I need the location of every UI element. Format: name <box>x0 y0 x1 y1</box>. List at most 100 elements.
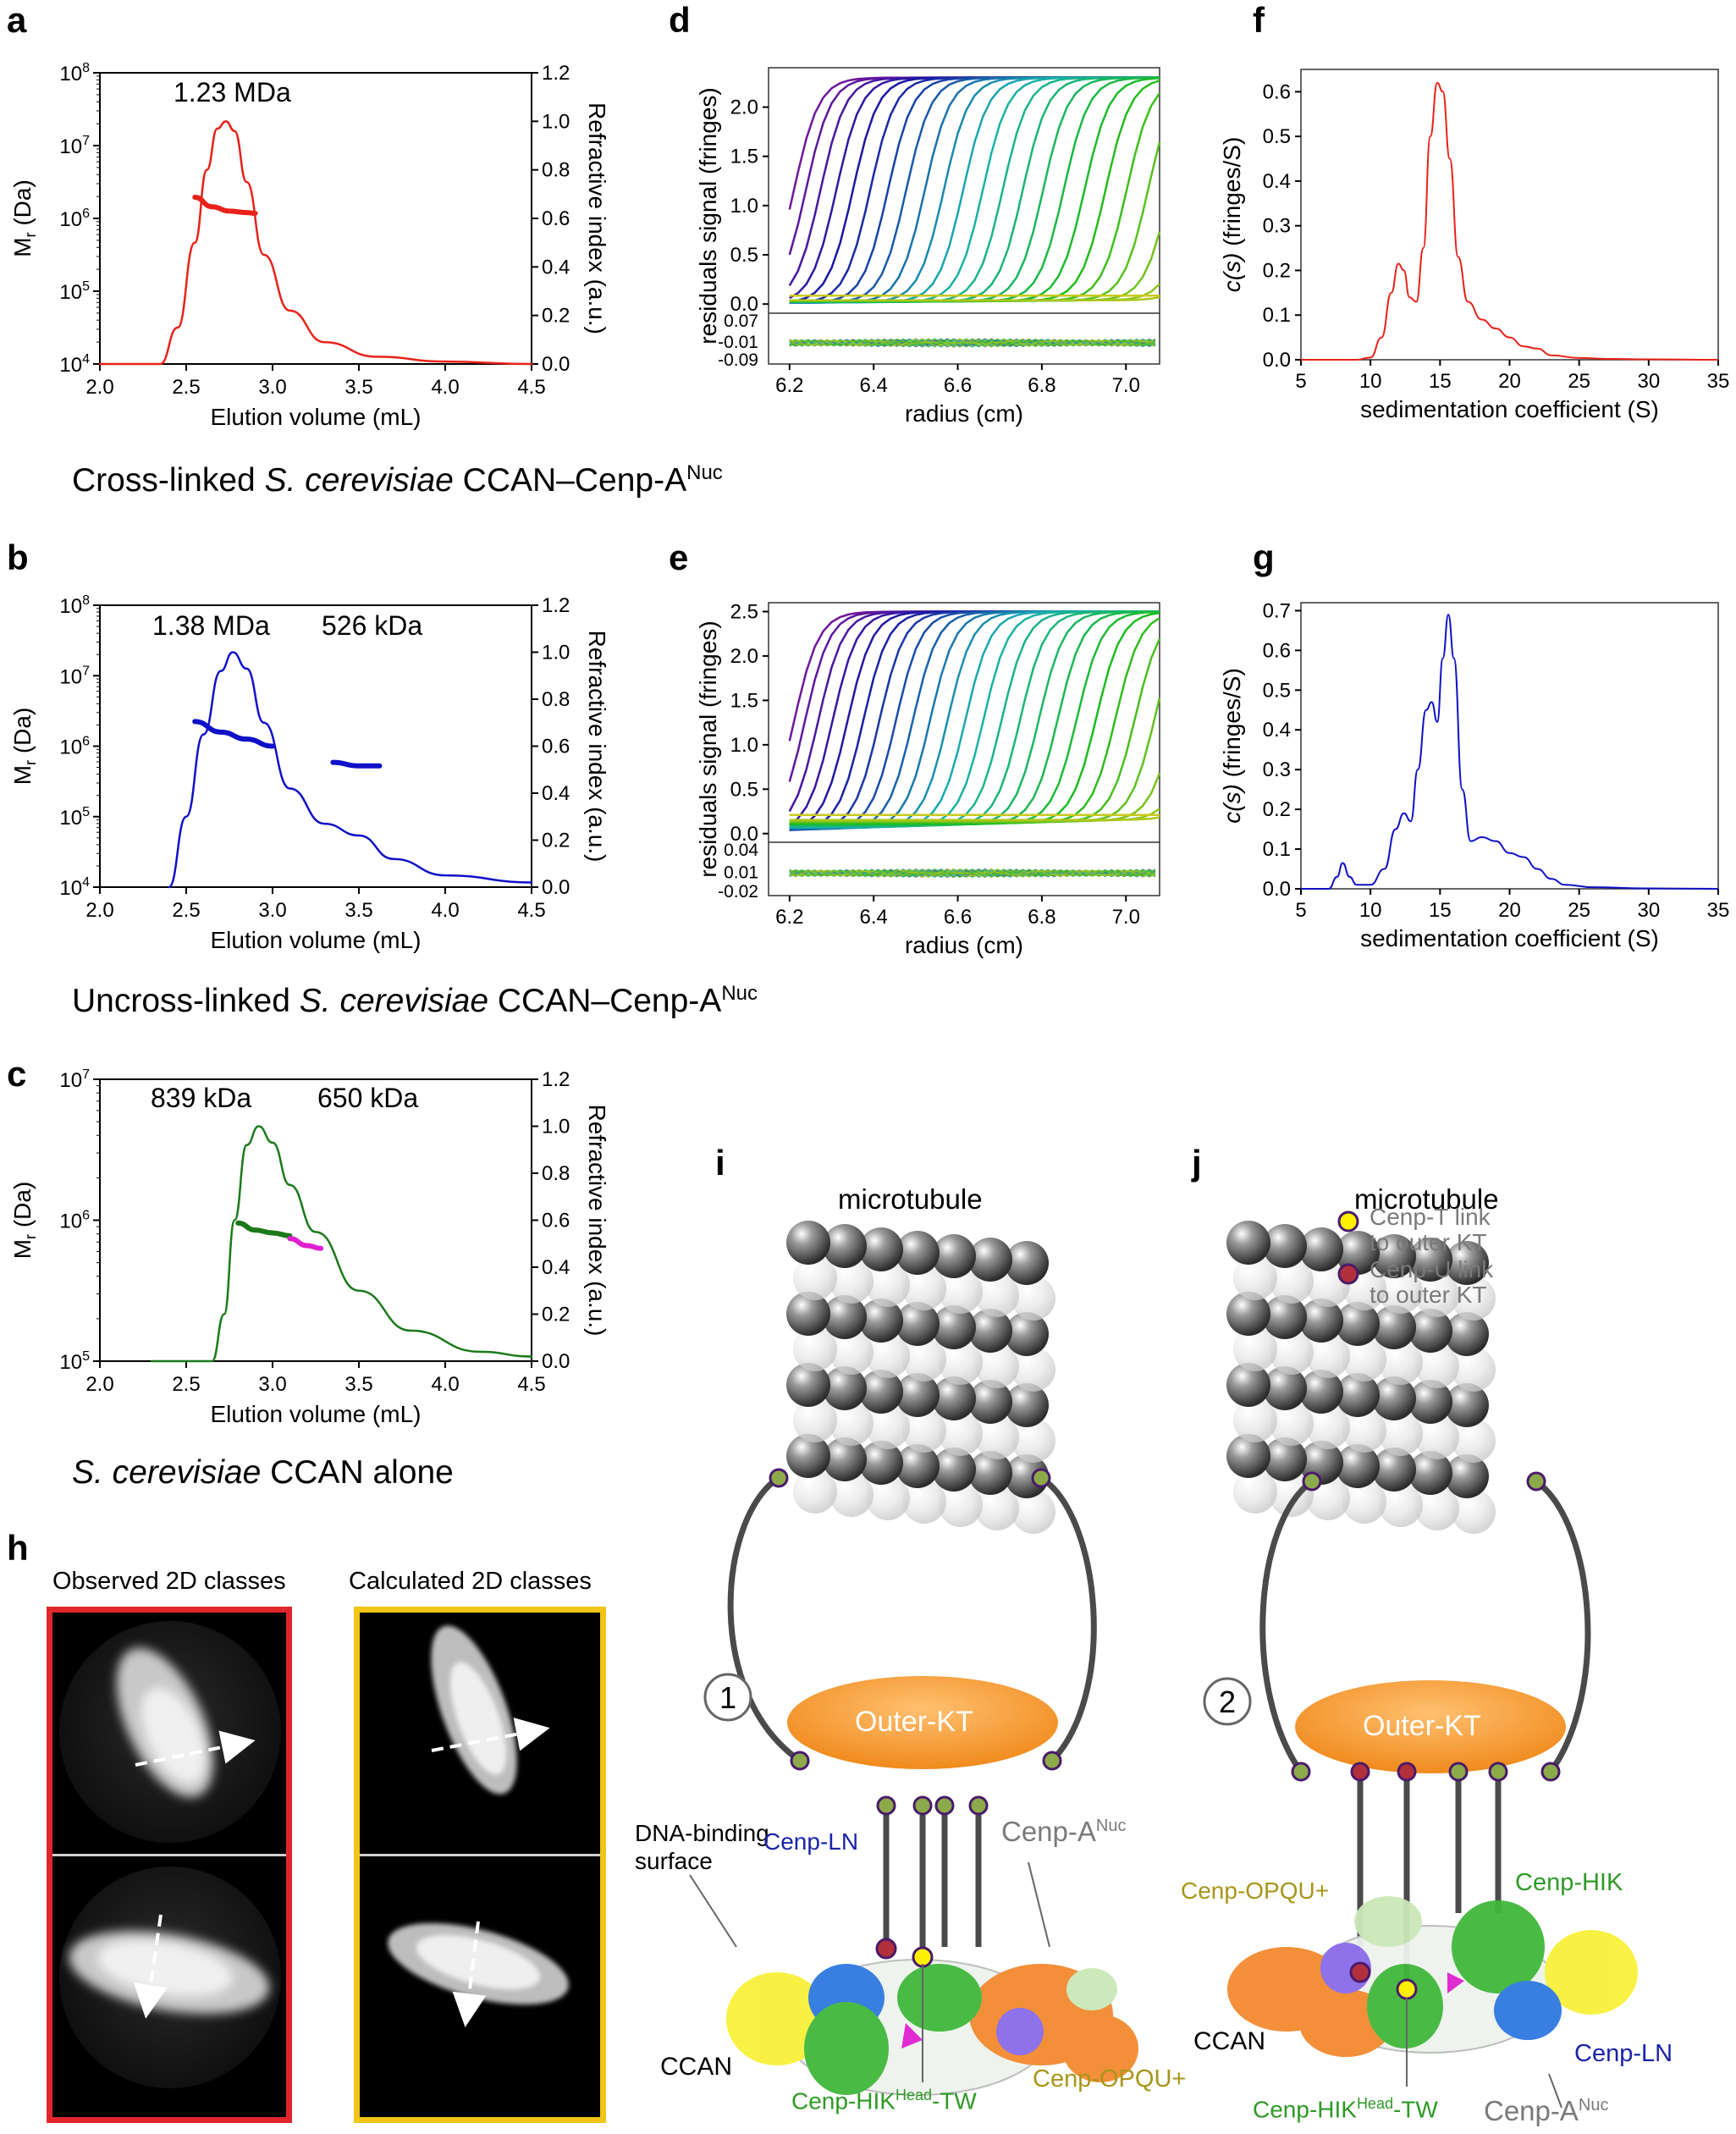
y-right-tick-label: 0.4 <box>542 256 570 278</box>
x-tick-label: 3.0 <box>258 376 286 399</box>
tubulin-sphere <box>1415 1344 1459 1388</box>
tubulin-sphere <box>1336 1302 1380 1346</box>
panel-letter-c: c <box>7 1054 27 1094</box>
tubulin-sphere <box>968 1238 1012 1282</box>
tubulin-sphere <box>866 1405 910 1449</box>
y-tick-label: 0.6 <box>1263 80 1291 103</box>
annotation-label: 1.23 MDa <box>174 77 291 108</box>
x-tick-label: 4.5 <box>517 376 545 399</box>
tubulin-sphere <box>1379 1483 1423 1527</box>
x-tick-label: 2.5 <box>172 1373 200 1396</box>
y-tick-label: 1.5 <box>730 146 758 168</box>
x-tick-label: 4.5 <box>517 899 545 922</box>
cenp-hik-head-label-i: Cenp-HIKHead-TW <box>791 2087 977 2115</box>
y-tick-label: 0.1 <box>1263 304 1291 327</box>
tubulin-sphere <box>1452 1419 1496 1463</box>
tubulin-sphere <box>1263 1437 1307 1481</box>
tubulin-sphere <box>1005 1312 1049 1356</box>
caption-ccan-alone: S. cerevisiae CCAN alone <box>72 1454 454 1491</box>
tubulin-sphere <box>1011 1419 1055 1463</box>
x-tick-label: 2.0 <box>85 1373 113 1396</box>
x-tick-label: 3.5 <box>344 376 372 399</box>
tubulin-sphere <box>786 1363 830 1407</box>
tubulin-sphere <box>1005 1454 1049 1498</box>
y-right-axis-label: Refractive index (a.u.) <box>584 1105 610 1337</box>
tubulin-sphere <box>1306 1334 1350 1378</box>
chart-b: 2.0 2.5 3.0 3.5 4.0 4.5 104 105 106 107 108 0.0 0.2 0… <box>9 593 610 953</box>
y-axis-label: residuals signal (fringes) <box>695 87 721 344</box>
tubulin-sphere <box>896 1444 940 1488</box>
series-line-0 <box>98 120 533 366</box>
tubulin-sphere <box>1379 1341 1423 1385</box>
cenp-hik-head-label-j: Cenp-HIKHead-TW <box>1253 2095 1438 2123</box>
tubulin-sphere <box>823 1437 867 1481</box>
cenp-ln-label-j: Cenp-LN <box>1574 2040 1673 2067</box>
h-calculated-title: Calculated 2D classes <box>349 1568 592 1595</box>
tubulin-sphere <box>859 1441 903 1485</box>
tubulin-sphere <box>1415 1486 1459 1530</box>
tubulin-sphere <box>975 1344 1019 1388</box>
panel-letter-b: b <box>7 538 29 577</box>
dna-surface-label: surface <box>635 1848 713 1874</box>
chart-g: 5 10 15 20 25 30 35 0.0 0.1 0.2 0.3 0.4 0.5 0.6 0.7 sed… <box>1219 599 1729 951</box>
annotation-label: 650 kDa <box>317 1083 418 1113</box>
plot-frame <box>768 67 1160 365</box>
tubulin-sphere <box>1372 1234 1416 1278</box>
h-divider <box>52 1854 286 1856</box>
x-tick-label: 6.6 <box>944 906 972 929</box>
x-tick-label: 2.5 <box>172 899 200 922</box>
panel-letter-a: a <box>7 0 27 40</box>
distribution-line-0 <box>1301 614 1719 890</box>
tubulin-sphere <box>1415 1273 1459 1317</box>
x-axis-label: radius (cm) <box>905 932 1023 958</box>
y-tick-label: 0.4 <box>1263 170 1291 193</box>
tubulin-sphere <box>1263 1224 1307 1268</box>
x-tick-label: 20 <box>1498 370 1521 393</box>
chart-a: 2.0 2.5 3.0 3.5 4.0 4.5 104 105 106 107 108 0.0 0.2 0… <box>9 61 610 430</box>
series-line-1 <box>235 1220 293 1238</box>
tubulin-sphere <box>902 1337 946 1381</box>
number-label-1: 1 <box>719 1680 737 1715</box>
y-tick-label: 1.0 <box>730 195 758 218</box>
legend-u-line2: to outer KT <box>1370 1282 1487 1308</box>
y-right-tick-label: 0.2 <box>542 1304 570 1326</box>
tubulin-sphere <box>1379 1270 1423 1314</box>
tick-label: 106 <box>59 1209 90 1233</box>
tubulin-sphere <box>896 1302 940 1346</box>
x-tick-label: 3.0 <box>258 1373 286 1396</box>
tubulin-sphere <box>1270 1260 1314 1304</box>
x-tick-label: 5 <box>1295 370 1306 393</box>
dna-binding-label: DNA-binding <box>635 1820 769 1846</box>
tubulin-sphere <box>896 1231 940 1275</box>
residual-tick-label: -0.02 <box>718 882 758 902</box>
tick-label: 108 <box>59 593 90 618</box>
x-tick-label: 6.4 <box>860 374 888 397</box>
tubulin-sphere <box>1415 1415 1459 1459</box>
cenp-opqu-label-j: Cenp-OPQU+ <box>1181 1878 1330 1904</box>
legend-u-line1: Cenp-U link <box>1370 1256 1494 1282</box>
caption-uncrosslinked: Uncross-linked S. cerevisiae CCAN–Cenp-A… <box>72 982 758 1019</box>
tubulin-sphere <box>902 1266 946 1310</box>
panel-letter-j: j <box>1192 1143 1202 1183</box>
tick-label: 105 <box>59 279 90 304</box>
tick-label: 104 <box>59 875 90 900</box>
y-right-tick-label: 0.0 <box>542 876 570 899</box>
y-axis-label: Mr (Da) <box>9 179 39 257</box>
tubulin-sphere <box>793 1470 837 1514</box>
x-tick-label: 2.0 <box>85 899 113 922</box>
observed-arrow-bottom <box>134 1914 168 2019</box>
x-tick-label: 3.5 <box>344 1373 372 1396</box>
y-tick-label: 0.3 <box>1263 758 1291 781</box>
y-right-tick-label: 0.0 <box>542 1350 570 1373</box>
residual-tick-label: -0.01 <box>718 333 758 352</box>
x-axis-label: Elution volume (mL) <box>211 404 422 430</box>
cenp-opqu-label-i: Cenp-OPQU+ <box>1033 2065 1187 2093</box>
tubulin-sphere <box>829 1473 874 1517</box>
tubulin-sphere <box>1342 1409 1386 1453</box>
outer-kt-i <box>787 1676 1058 1769</box>
tubulin-sphere <box>866 1263 910 1307</box>
tubulin-sphere <box>902 1480 946 1524</box>
y-right-tick-label: 0.8 <box>542 1162 570 1185</box>
